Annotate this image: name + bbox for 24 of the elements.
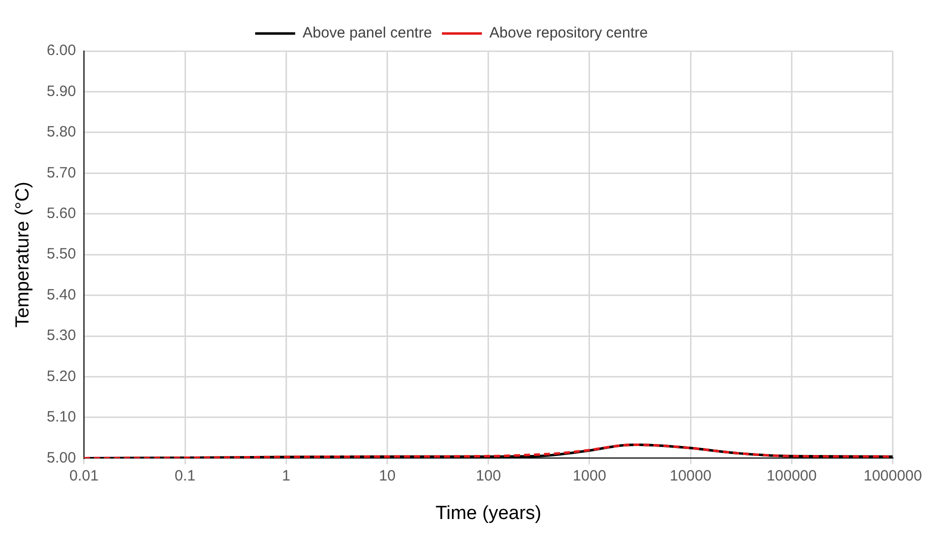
legend-label: Above panel centre <box>302 24 432 42</box>
x-tick-label: 1000000 <box>864 467 922 484</box>
y-axis-title: Temperature (°C) <box>12 182 34 328</box>
x-tick-label: 0.01 <box>69 467 99 484</box>
x-tick-label: 1000 <box>572 467 606 484</box>
y-tick-label: 6.00 <box>46 42 76 60</box>
x-tick-label: 10000 <box>670 467 712 484</box>
y-tick-label: 5.30 <box>46 327 76 344</box>
y-tick-label: 5.90 <box>46 82 76 100</box>
y-tick-label: 5.40 <box>46 286 76 304</box>
y-tick-label: 5.70 <box>46 164 76 182</box>
y-tick-label: 5.60 <box>46 205 76 222</box>
x-tick-label: 100 <box>476 467 501 484</box>
x-tick-label: 0.1 <box>174 467 196 484</box>
x-tick-label: 10 <box>378 467 396 484</box>
y-tick-label: 5.10 <box>46 408 76 426</box>
y-tick-label: 5.50 <box>46 246 76 263</box>
x-axis-title: Time (years) <box>435 502 542 524</box>
y-tick-label: 5.00 <box>46 449 76 466</box>
y-tick-label: 5.20 <box>46 368 76 385</box>
x-tick-label: 1 <box>282 467 290 484</box>
x-tick-label: 100000 <box>766 467 817 484</box>
legend-label: Above repository centre <box>489 24 648 42</box>
y-tick-label: 5.80 <box>46 124 76 141</box>
